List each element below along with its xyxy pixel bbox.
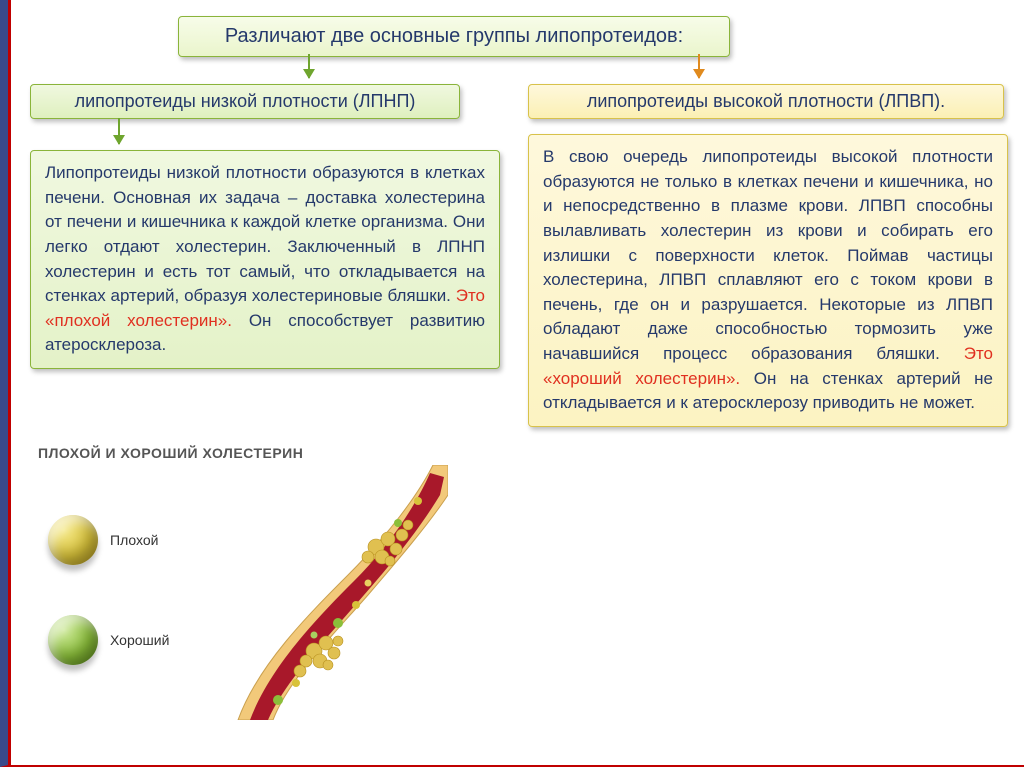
sphere-good-icon	[48, 615, 98, 665]
subheading-hdl: липопротеиды высокой плотности (ЛПВП).	[528, 84, 1004, 119]
legend-good-label: Хороший	[110, 632, 169, 648]
arrow-left-to-text	[118, 118, 120, 144]
sphere-bad-icon	[48, 515, 98, 565]
text-ldl: Липопротеиды низкой плотности образуются…	[30, 150, 500, 369]
text-ldl-pre: Липопротеиды низкой плотности образуются…	[45, 163, 485, 305]
vessel-illustration	[218, 465, 448, 720]
infographic-title: ПЛОХОЙ И ХОРОШИЙ ХОЛЕСТЕРИН	[38, 445, 468, 461]
legend-bad-label: Плохой	[110, 532, 158, 548]
cholesterol-infographic: ПЛОХОЙ И ХОРОШИЙ ХОЛЕСТЕРИН Плохой Хорош…	[38, 445, 468, 745]
text-hdl-pre: В свою очередь липопротеиды высокой плот…	[543, 147, 993, 363]
arrow-to-right	[698, 54, 700, 78]
legend-good: Хороший	[48, 615, 169, 665]
text-hdl: В свою очередь липопротеиды высокой плот…	[528, 134, 1008, 427]
arrow-to-left	[308, 54, 310, 78]
subheading-ldl: липопротеиды низкой плотности (ЛПНП)	[30, 84, 460, 119]
main-title: Различают две основные группы липопротеи…	[178, 16, 730, 57]
legend-bad: Плохой	[48, 515, 158, 565]
